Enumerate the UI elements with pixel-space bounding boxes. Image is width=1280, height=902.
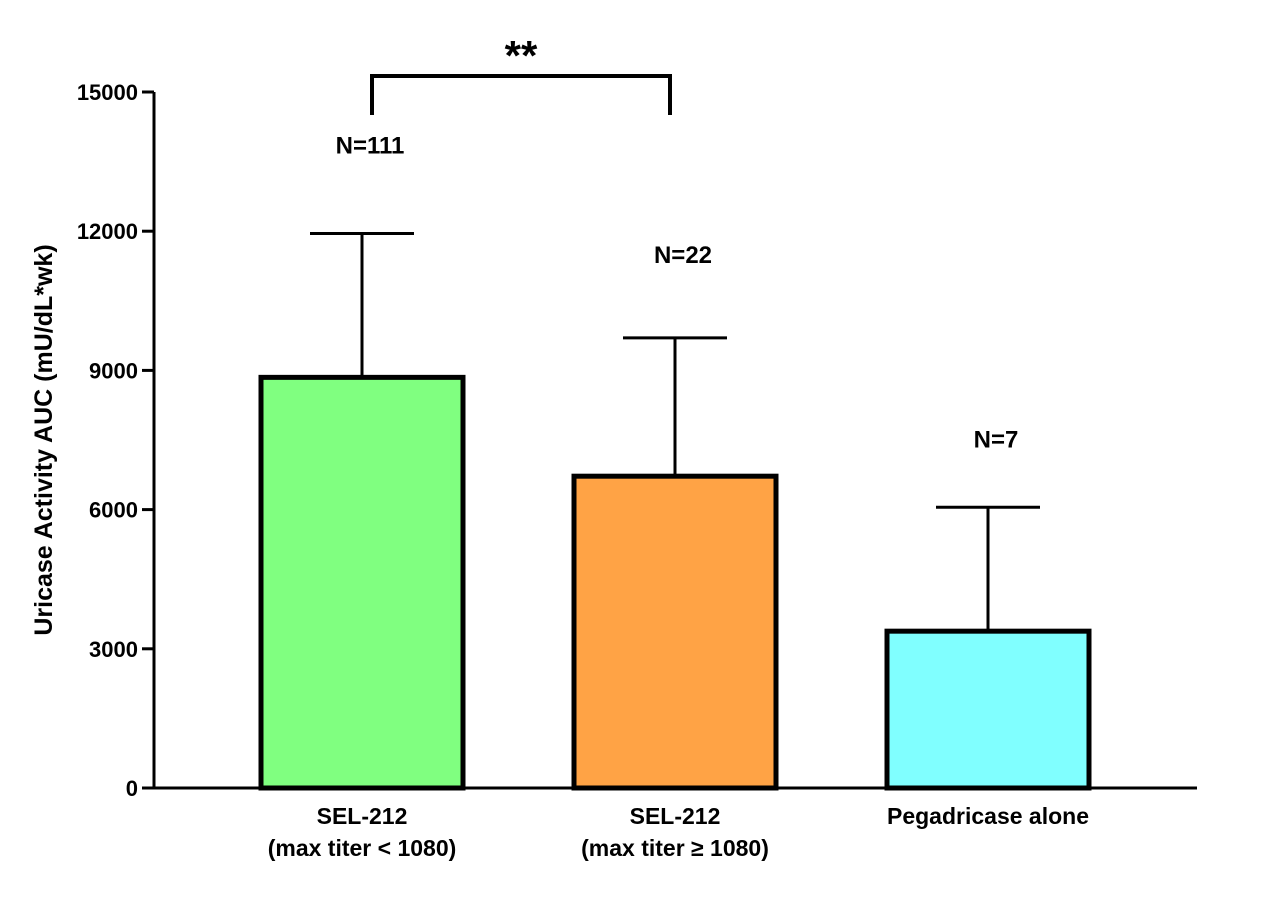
significance-bracket-line xyxy=(370,74,672,115)
bar xyxy=(884,628,1092,791)
x-tick-label-line2: (max titer < 1080) xyxy=(268,835,457,861)
n-label: N=111 xyxy=(336,133,405,160)
n-label: N=22 xyxy=(654,242,712,269)
bars xyxy=(258,374,1092,791)
y-tick-label: 12000 xyxy=(77,219,138,244)
x-tick-label: SEL-212 xyxy=(317,803,408,829)
significance-bracket: ** xyxy=(370,32,672,115)
n-labels: N=111 N=22 N=7 xyxy=(336,133,1019,454)
y-tick-label: 0 xyxy=(126,776,138,801)
y-tick-label: 3000 xyxy=(89,637,138,662)
x-tick-label: SEL-212 xyxy=(630,803,721,829)
error-bars xyxy=(310,232,1040,632)
y-tick-label: 15000 xyxy=(77,80,138,105)
y-tick-label: 6000 xyxy=(89,498,138,523)
x-tick-label-line2: (max titer ≥ 1080) xyxy=(581,835,769,861)
x-tick-label: Pegadricase alone xyxy=(887,803,1089,829)
n-label: N=7 xyxy=(974,426,1019,453)
y-tick-label: 9000 xyxy=(89,358,138,383)
bar xyxy=(571,473,779,791)
y-axis-label: Uricase Activity AUC (mU/dL*wk) xyxy=(30,244,58,635)
significance-label: ** xyxy=(505,32,538,79)
y-ticks: 0 3000 6000 9000 12000 15000 xyxy=(77,80,154,801)
bar xyxy=(258,374,466,791)
x-tick-labels: SEL-212 (max titer < 1080) SEL-212 (max tit… xyxy=(268,803,1089,861)
